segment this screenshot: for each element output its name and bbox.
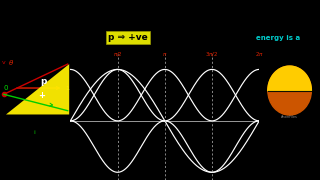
Polygon shape (6, 64, 69, 114)
Polygon shape (268, 66, 311, 91)
Text: 0: 0 (4, 85, 8, 91)
Text: energy is a: energy is a (256, 35, 300, 41)
Text: i: i (33, 130, 35, 135)
Text: p: p (40, 77, 47, 86)
Text: p ⇒ +ve: p ⇒ +ve (108, 33, 148, 42)
Text: $\pi$: $\pi$ (162, 51, 167, 58)
Circle shape (268, 66, 311, 115)
Text: 1: 1 (66, 86, 69, 91)
Text: v: v (2, 60, 5, 65)
Text: $2\pi$: $2\pi$ (255, 50, 264, 58)
Text: $3\pi/2$: $3\pi/2$ (205, 50, 219, 58)
Text: $\pi/2$: $\pi/2$ (113, 50, 123, 58)
Text: AnonFiles: AnonFiles (281, 115, 298, 119)
Text: $\theta$: $\theta$ (8, 58, 15, 67)
Text: +: + (38, 91, 45, 100)
